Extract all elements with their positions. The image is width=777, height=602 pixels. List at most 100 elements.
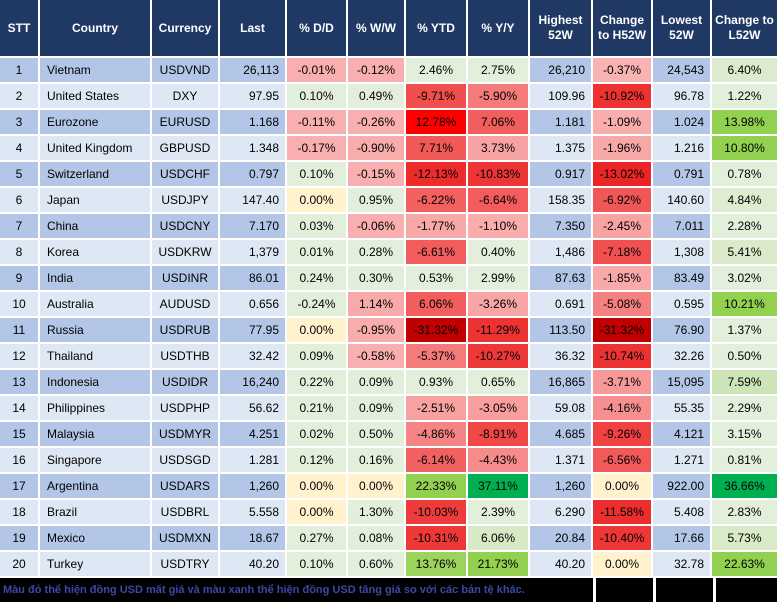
row-index-cell: 17: [0, 474, 40, 500]
footer-blank-cell: [653, 578, 713, 602]
pct-yy-cell: -3.26%: [468, 292, 530, 318]
change-to-l52w-cell: 3.15%: [712, 422, 777, 448]
col-header-lowest-52w: Lowest 52W: [653, 0, 712, 58]
currency-pair-cell: USDARS: [152, 474, 220, 500]
currency-pair-cell: USDINR: [152, 266, 220, 292]
highest-52w-cell: 0.917: [530, 162, 593, 188]
lowest-52w-cell: 32.78: [653, 552, 712, 578]
pct-ww-cell: 0.00%: [348, 474, 406, 500]
currency-pair-cell: USDTHB: [152, 344, 220, 370]
lowest-52w-cell: 17.66: [653, 526, 712, 552]
highest-52w-cell: 109.96: [530, 84, 593, 110]
col-header-change-to-l52w: Change to L52W: [712, 0, 777, 58]
table-row: 10 Australia AUDUSD 0.656 -0.24% 1.14% 6.06% -3…: [0, 292, 777, 318]
table-row: 7 China USDCNY 7.170 0.03% -0.06% -1.77% -1.10%…: [0, 214, 777, 240]
row-index-cell: 12: [0, 344, 40, 370]
last-price-cell: 1,260: [220, 474, 287, 500]
last-price-cell: 56.62: [220, 396, 287, 422]
pct-dd-cell: 0.01%: [287, 240, 348, 266]
pct-ww-cell: 0.30%: [348, 266, 406, 292]
currency-pair-cell: USDIDR: [152, 370, 220, 396]
col-header-change-to-h52w: Change to H52W: [593, 0, 653, 58]
pct-dd-cell: 0.00%: [287, 500, 348, 526]
pct-dd-cell: 0.09%: [287, 344, 348, 370]
table-row: 11 Russia USDRUB 77.95 0.00% -0.95% -31.32% -11…: [0, 318, 777, 344]
highest-52w-cell: 6.290: [530, 500, 593, 526]
country-cell: Russia: [40, 318, 152, 344]
row-index-cell: 14: [0, 396, 40, 422]
table-row: 9 India USDINR 86.01 0.24% 0.30% 0.53% 2.99% 87.…: [0, 266, 777, 292]
pct-ww-cell: 0.28%: [348, 240, 406, 266]
country-cell: Brazil: [40, 500, 152, 526]
table-row: 1 Vietnam USDVND 26,113 -0.01% -0.12% 2.46% 2.7…: [0, 58, 777, 84]
pct-ytd-cell: -6.61%: [406, 240, 468, 266]
country-cell: Singapore: [40, 448, 152, 474]
row-index-cell: 7: [0, 214, 40, 240]
pct-yy-cell: 0.40%: [468, 240, 530, 266]
highest-52w-cell: 1.375: [530, 136, 593, 162]
pct-ytd-cell: -2.51%: [406, 396, 468, 422]
lowest-52w-cell: 922.00: [653, 474, 712, 500]
pct-ytd-cell: 0.53%: [406, 266, 468, 292]
highest-52w-cell: 7.350: [530, 214, 593, 240]
currency-pair-cell: DXY: [152, 84, 220, 110]
change-to-l52w-cell: 5.73%: [712, 526, 777, 552]
pct-ytd-cell: -5.37%: [406, 344, 468, 370]
pct-dd-cell: 0.10%: [287, 162, 348, 188]
col-header-last: Last: [220, 0, 287, 58]
row-index-cell: 9: [0, 266, 40, 292]
last-price-cell: 77.95: [220, 318, 287, 344]
country-cell: Thailand: [40, 344, 152, 370]
lowest-52w-cell: 1.024: [653, 110, 712, 136]
pct-ytd-cell: 13.76%: [406, 552, 468, 578]
table-row: 4 United Kingdom GBPUSD 1.348 -0.17% -0.90% 7.…: [0, 136, 777, 162]
pct-yy-cell: 37.11%: [468, 474, 530, 500]
row-index-cell: 2: [0, 84, 40, 110]
row-index-cell: 5: [0, 162, 40, 188]
pct-ytd-cell: 0.93%: [406, 370, 468, 396]
pct-ww-cell: -0.26%: [348, 110, 406, 136]
change-to-h52w-cell: -10.74%: [593, 344, 653, 370]
change-to-h52w-cell: 0.00%: [593, 474, 653, 500]
row-index-cell: 18: [0, 500, 40, 526]
pct-ww-cell: 0.08%: [348, 526, 406, 552]
col-header-yy: % Y/Y: [468, 0, 530, 58]
pct-ww-cell: 0.95%: [348, 188, 406, 214]
change-to-l52w-cell: 2.28%: [712, 214, 777, 240]
pct-yy-cell: 6.06%: [468, 526, 530, 552]
row-index-cell: 13: [0, 370, 40, 396]
table-row: 15 Malaysia USDMYR 4.251 0.02% 0.50% -4.86% -8.…: [0, 422, 777, 448]
table-row: 16 Singapore USDSGD 1.281 0.12% 0.16% -6.14% -4…: [0, 448, 777, 474]
pct-yy-cell: 7.06%: [468, 110, 530, 136]
country-cell: Eurozone: [40, 110, 152, 136]
pct-ww-cell: 0.49%: [348, 84, 406, 110]
change-to-l52w-cell: 10.21%: [712, 292, 777, 318]
row-index-cell: 4: [0, 136, 40, 162]
pct-yy-cell: -10.83%: [468, 162, 530, 188]
table-body: 1 Vietnam USDVND 26,113 -0.01% -0.12% 2.46% 2.7…: [0, 58, 777, 578]
lowest-52w-cell: 0.791: [653, 162, 712, 188]
change-to-h52w-cell: -1.09%: [593, 110, 653, 136]
change-to-l52w-cell: 10.80%: [712, 136, 777, 162]
pct-yy-cell: -4.43%: [468, 448, 530, 474]
row-index-cell: 16: [0, 448, 40, 474]
change-to-h52w-cell: -10.92%: [593, 84, 653, 110]
table-row: 2 United States DXY 97.95 0.10% 0.49% -9.71% -5…: [0, 84, 777, 110]
pct-ytd-cell: -10.03%: [406, 500, 468, 526]
pct-ww-cell: 0.16%: [348, 448, 406, 474]
col-header-ww: % W/W: [348, 0, 406, 58]
change-to-l52w-cell: 0.50%: [712, 344, 777, 370]
country-cell: Argentina: [40, 474, 152, 500]
pct-dd-cell: 0.00%: [287, 188, 348, 214]
pct-ww-cell: 1.14%: [348, 292, 406, 318]
highest-52w-cell: 1.181: [530, 110, 593, 136]
country-cell: Australia: [40, 292, 152, 318]
change-to-h52w-cell: -1.85%: [593, 266, 653, 292]
table-row: 6 Japan USDJPY 147.40 0.00% 0.95% -6.22% -6.64%…: [0, 188, 777, 214]
highest-52w-cell: 158.35: [530, 188, 593, 214]
change-to-l52w-cell: 0.78%: [712, 162, 777, 188]
currency-pair-cell: USDPHP: [152, 396, 220, 422]
pct-ytd-cell: -6.22%: [406, 188, 468, 214]
col-header-country: Country: [40, 0, 152, 58]
